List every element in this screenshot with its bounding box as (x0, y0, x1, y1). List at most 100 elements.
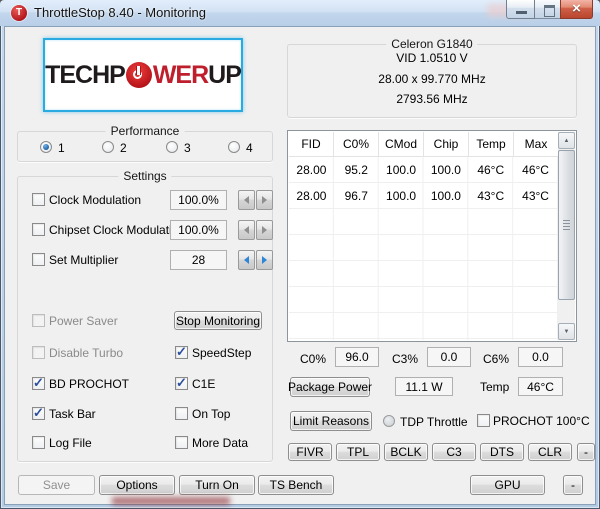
bd-prochot-checkbox[interactable] (32, 375, 45, 391)
set-multiplier-spin-up[interactable] (256, 250, 273, 270)
app-icon: T (11, 5, 27, 21)
table-cell: 100.0 (430, 163, 461, 177)
tdp-throttle-label: TDP Throttle (400, 415, 468, 429)
clr-button[interactable]: CLR (528, 443, 572, 461)
performance-radio-3[interactable] (166, 141, 178, 153)
package-power-button[interactable]: Package Power (288, 377, 372, 397)
maximize-button[interactable] (534, 0, 561, 19)
table-cell: 28.00 (296, 189, 327, 203)
table-row: 28.00 96.7 100.0 100.0 43°C 43°C (289, 183, 558, 209)
scrollbar-up-icon[interactable] (558, 132, 575, 149)
performance-legend: Performance (105, 124, 185, 138)
monitoring-table-header: FID C0% CMod Chip Temp Max (289, 132, 558, 157)
scrollbar-down-icon[interactable] (558, 323, 575, 340)
performance-radio-4[interactable] (228, 141, 240, 153)
table-scrollbar[interactable] (558, 132, 575, 340)
table-cell: 95.2 (344, 163, 368, 177)
task-bar-label: Task Bar (49, 407, 96, 421)
chipset-clock-modulation-label: Chipset Clock Modulation (49, 223, 186, 237)
c3-button[interactable]: C3 (432, 443, 476, 461)
table-cell: 100.0 (430, 189, 461, 203)
power-saver-checkbox (32, 314, 45, 327)
table-cell: 28.00 (296, 163, 327, 177)
speedstep-checkbox[interactable] (175, 344, 188, 360)
on-top-checkbox[interactable] (175, 407, 188, 420)
turn-on-button[interactable]: Turn On (179, 475, 255, 495)
options-button[interactable]: Options (99, 475, 175, 495)
table-cell: 100.0 (386, 163, 417, 177)
chipset-clock-modulation-spin-down[interactable] (238, 220, 255, 240)
clock-modulation-value: 100.0% (170, 190, 227, 210)
performance-radio-2[interactable] (102, 141, 114, 153)
ts-bench-button[interactable]: TS Bench (258, 475, 334, 495)
minimize-button[interactable] (506, 0, 535, 19)
c0-value: 96.0 (335, 347, 379, 367)
header-temp: Temp (469, 132, 514, 156)
chipset-clock-modulation-checkbox[interactable] (32, 223, 45, 236)
cpu-frequency: 2793.56 MHz (396, 92, 468, 106)
cpu-vid: VID 1.0510 V (396, 51, 468, 65)
performance-radio-1[interactable] (40, 141, 52, 153)
settings-legend: Settings (118, 169, 172, 183)
c3-value: 0.0 (427, 347, 471, 367)
bottom-collapse-button[interactable]: - (563, 475, 583, 495)
table-cell: 96.7 (344, 189, 368, 203)
more-data-checkbox[interactable] (175, 436, 188, 449)
stop-monitoring-button[interactable]: Stop Monitoring (174, 311, 262, 330)
c6-label: C6% (483, 352, 510, 366)
bd-prochot-label: BD PROCHOT (49, 377, 130, 391)
scrollbar-thumb[interactable] (558, 150, 575, 300)
title-bar[interactable]: T ThrottleStop 8.40 - Monitoring (0, 0, 600, 26)
techpowerup-logo: TECHP WER UP (43, 38, 243, 112)
c1e-label: C1E (192, 377, 216, 391)
fivr-button[interactable]: FIVR (288, 443, 332, 461)
dts-button[interactable]: DTS (480, 443, 524, 461)
header-c0: C0% (334, 132, 379, 156)
disable-turbo-checkbox (32, 346, 45, 359)
table-row: 28.00 95.2 100.0 100.0 46°C 46°C (289, 157, 558, 183)
c1e-checkbox[interactable] (175, 375, 188, 391)
limit-reasons-button[interactable]: Limit Reasons (290, 411, 372, 431)
logo-text-mid: WER (152, 60, 209, 89)
bclk-button[interactable]: BCLK (384, 443, 428, 461)
task-bar-checkbox[interactable] (32, 405, 45, 421)
log-file-checkbox[interactable] (32, 436, 45, 449)
gpu-button[interactable]: GPU (470, 475, 545, 495)
chipset-clock-modulation-spin-up[interactable] (256, 220, 273, 240)
log-file-label: Log File (49, 436, 92, 450)
clock-modulation-spin-up[interactable] (256, 190, 273, 210)
performance-radio-2-label: 2 (120, 141, 127, 155)
logo-text-right: UP (208, 60, 242, 89)
performance-radio-4-label: 4 (246, 141, 253, 155)
cpu-info-group: Celeron G1840 (287, 37, 577, 118)
tpl-button[interactable]: TPL (336, 443, 380, 461)
speedstep-label: SpeedStep (192, 346, 252, 360)
table-cell: 43°C (522, 189, 549, 203)
app-icon-letter: T (15, 7, 23, 18)
watermark-blur-bottom (112, 497, 230, 505)
clock-modulation-spin-down[interactable] (238, 190, 255, 210)
tdp-throttle-indicator (383, 415, 395, 427)
collapse-button[interactable]: - (577, 443, 595, 461)
techpowerup-logo-text: TECHP WER UP (45, 60, 242, 90)
temp-value: 46°C (518, 377, 563, 396)
save-button: Save (18, 475, 95, 495)
clock-modulation-checkbox[interactable] (32, 193, 45, 206)
close-button[interactable] (560, 0, 593, 19)
c6-value: 0.0 (518, 347, 563, 367)
header-fid: FID (289, 132, 334, 156)
table-cell: 43°C (477, 189, 505, 203)
header-max: Max (524, 137, 548, 151)
set-multiplier-checkbox[interactable] (32, 253, 45, 266)
clock-modulation-label: Clock Modulation (49, 193, 142, 207)
monitoring-table[interactable]: FID C0% CMod Chip Temp Max 28.00 95.2 10… (287, 130, 577, 342)
set-multiplier-spin-down[interactable] (238, 250, 255, 270)
prochot-checkbox[interactable] (477, 414, 490, 427)
chipset-clock-modulation-value: 100.0% (170, 220, 227, 240)
window-title: ThrottleStop 8.40 - Monitoring (34, 5, 206, 20)
power-saver-label: Power Saver (49, 314, 118, 328)
header-chip: Chip (424, 132, 469, 156)
performance-radio-1-label: 1 (58, 141, 65, 155)
more-data-label: More Data (192, 436, 249, 450)
